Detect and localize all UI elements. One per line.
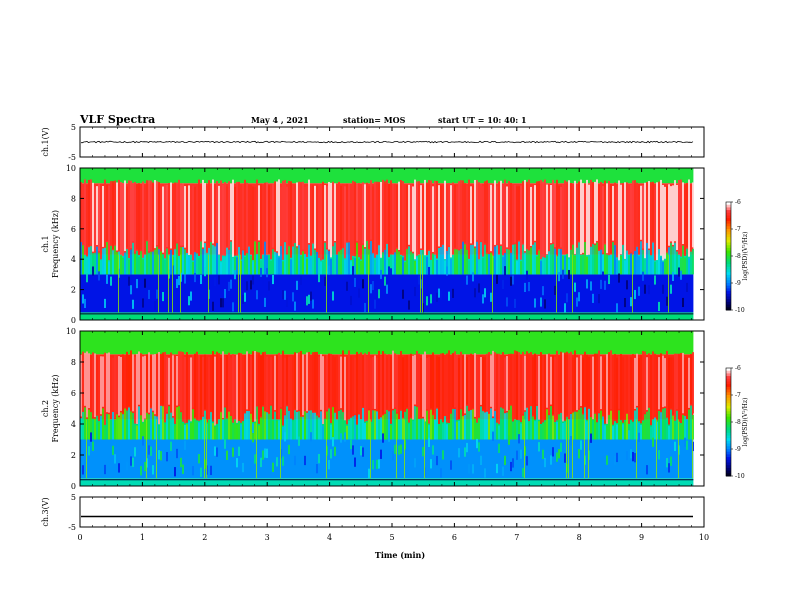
y-tick-label: 10 xyxy=(66,164,76,173)
x-tick-label: 7 xyxy=(514,533,519,542)
waveform-line xyxy=(81,140,694,144)
colorbar-label: log(PSD)(V²/Hz) xyxy=(742,398,749,447)
y-tick-label: 10 xyxy=(66,327,76,336)
y-tick-label: 6 xyxy=(71,225,76,234)
x-tick-label: 4 xyxy=(327,533,332,542)
y-axis-label: ch.3(V) xyxy=(41,497,50,526)
colorbar-tick-label: -6 xyxy=(735,365,741,372)
panel-frame xyxy=(79,496,705,528)
colorbar-tick-label: -9 xyxy=(735,446,741,453)
x-tick-label: 9 xyxy=(639,533,644,542)
x-tick-label: 5 xyxy=(389,533,394,542)
station-label: station= MOS xyxy=(343,115,406,125)
spectrogram-band xyxy=(80,478,694,486)
x-tick-label: 10 xyxy=(699,533,709,542)
ch1-colorbar: -6 -7 -8 -9 -10 log(PSD)(V²/Hz) xyxy=(725,199,749,314)
colorbar-tick-label: -6 xyxy=(735,199,741,206)
figure-title: VLF Spectra xyxy=(79,113,155,126)
spectrogram-band xyxy=(80,312,694,320)
colorbar-tick-label: -10 xyxy=(735,473,745,480)
colorbar-tick-label: -10 xyxy=(735,307,745,314)
colorbar-tick-label: -8 xyxy=(735,419,741,426)
colorbar-tick-label: -9 xyxy=(735,280,741,287)
spectrogram-band xyxy=(80,168,694,184)
x-axis-label: Time (min) xyxy=(375,550,425,560)
x-tick-label: 3 xyxy=(265,533,270,542)
date-label: May 4 , 2021 xyxy=(251,115,309,125)
colorbar-tick-label: -8 xyxy=(735,253,741,260)
spectrogram-band xyxy=(80,439,694,479)
y-tick-label: 8 xyxy=(71,358,76,367)
y-axis-label: Frequency (kHz) xyxy=(51,210,60,278)
y-tick-label: 2 xyxy=(71,286,76,295)
y-tick-label: 0 xyxy=(71,316,76,325)
x-tick-label: 1 xyxy=(140,533,145,542)
y-axis-label: Frequency (kHz) xyxy=(51,374,60,442)
ch1-waveform-panel: 5 -5 ch.1(V) xyxy=(41,123,705,162)
y-tick-label: -5 xyxy=(68,153,76,162)
spectrogram-band xyxy=(80,331,694,355)
y-tick-label: -5 xyxy=(68,523,76,532)
x-tick-label: 6 xyxy=(452,533,457,542)
x-tick-label: 0 xyxy=(77,533,82,542)
y-axis-label: ch.1 xyxy=(41,235,50,252)
ch3-waveform-panel: 5 -5 ch.3(V) xyxy=(41,493,705,532)
y-tick-label: 8 xyxy=(71,194,76,203)
y-axis-label: ch.1(V) xyxy=(41,127,50,156)
y-tick-label: 5 xyxy=(71,493,76,502)
y-tick-label: 0 xyxy=(71,482,76,491)
y-tick-label: 4 xyxy=(71,420,76,429)
ch1-spectrogram-panel: 0 2 4 6 8 10 ch.1 Frequency (kHz) xyxy=(41,164,705,325)
y-axis-label: ch.2 xyxy=(41,400,50,417)
colorbar-label: log(PSD)(V²/Hz) xyxy=(742,232,749,281)
ch2-colorbar: -6 -7 -8 -9 -10 log(PSD)(V²/Hz) xyxy=(725,365,749,480)
start-ut-label: start UT = 10: 40: 1 xyxy=(438,115,527,125)
colorbar-tick-label: -7 xyxy=(735,226,741,233)
ch2-spectrogram-panel: 0 2 4 6 8 10 ch.2 Frequency (kHz) xyxy=(41,327,705,491)
time-axis: 0 1 2 3 4 5 6 7 8 9 10 xyxy=(77,533,709,542)
y-tick-label: 2 xyxy=(71,451,76,460)
colorbar-tick-label: -7 xyxy=(735,392,741,399)
y-tick-label: 5 xyxy=(71,123,76,132)
y-tick-label: 6 xyxy=(71,389,76,398)
x-tick-label: 2 xyxy=(202,533,207,542)
y-tick-label: 4 xyxy=(71,255,76,264)
x-tick-label: 8 xyxy=(577,533,582,542)
